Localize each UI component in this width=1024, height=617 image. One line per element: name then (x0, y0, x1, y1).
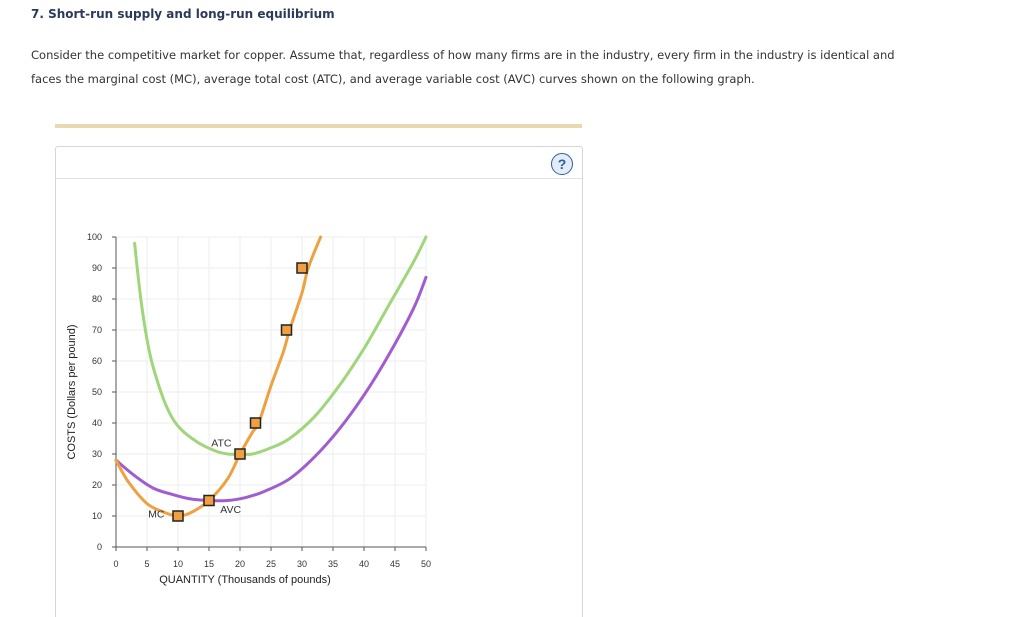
x-tick-label-35: 35 (328, 559, 338, 569)
x-tick-label-50: 50 (421, 559, 431, 569)
question-text: Consider the competitive market for copp… (31, 43, 991, 91)
y-tick-label-20: 20 (92, 480, 102, 490)
mc-marker-6[interactable] (296, 262, 308, 274)
y-tick-label-0: 0 (97, 542, 102, 552)
mc-marker-1[interactable] (172, 510, 184, 522)
y-tick-label-80: 80 (92, 294, 102, 304)
y-tick-label-40: 40 (92, 418, 102, 428)
question-text-line-2: faces the marginal cost (MC), average to… (31, 72, 755, 86)
avc-label: AVC (220, 504, 241, 516)
question-text-line-1: Consider the competitive market for copp… (31, 48, 895, 62)
mc-marker-3[interactable] (234, 448, 246, 460)
x-tick-label-5: 5 (144, 559, 149, 569)
y-tick-label-90: 90 (92, 263, 102, 273)
x-tick-label-10: 10 (173, 559, 183, 569)
x-tick-label-15: 15 (204, 559, 214, 569)
graph-panel (55, 146, 583, 617)
y-tick-label-50: 50 (92, 387, 102, 397)
panel-toolbar-divider (56, 178, 582, 179)
x-tick-label-30: 30 (297, 559, 307, 569)
x-tick-label-25: 25 (266, 559, 276, 569)
y-tick-label-70: 70 (92, 325, 102, 335)
x-tick-label-40: 40 (359, 559, 369, 569)
y-tick-label-60: 60 (92, 356, 102, 366)
mc-marker-2[interactable] (203, 494, 215, 507)
mc-marker-4[interactable] (249, 417, 262, 429)
cost-curves-chart: 0 10 20 30 40 50 60 70 80 90 100 0 5 10 15 20 25 30 35 40 45… (66, 232, 431, 586)
x-tick-label-45: 45 (390, 559, 400, 569)
avc-curve (114, 275, 428, 503)
y-axis-title: COSTS (Dollars per pound) (66, 324, 78, 459)
y-tick-label-100: 100 (87, 232, 102, 242)
y-tick-label-30: 30 (92, 449, 102, 459)
section-divider (55, 124, 582, 128)
x-tick-label-0: 0 (113, 559, 118, 569)
atc-label: ATC (211, 437, 232, 449)
mc-marker-5[interactable] (280, 324, 293, 336)
x-axis-title: QUANTITY (Thousands of pounds) (159, 574, 331, 586)
mc-label: MC (148, 509, 165, 521)
y-tick-label-10: 10 (92, 511, 102, 521)
help-icon[interactable]: ? (551, 153, 573, 175)
question-title: 7. Short-run supply and long-run equilib… (31, 7, 335, 21)
x-tick-label-20: 20 (235, 559, 245, 569)
